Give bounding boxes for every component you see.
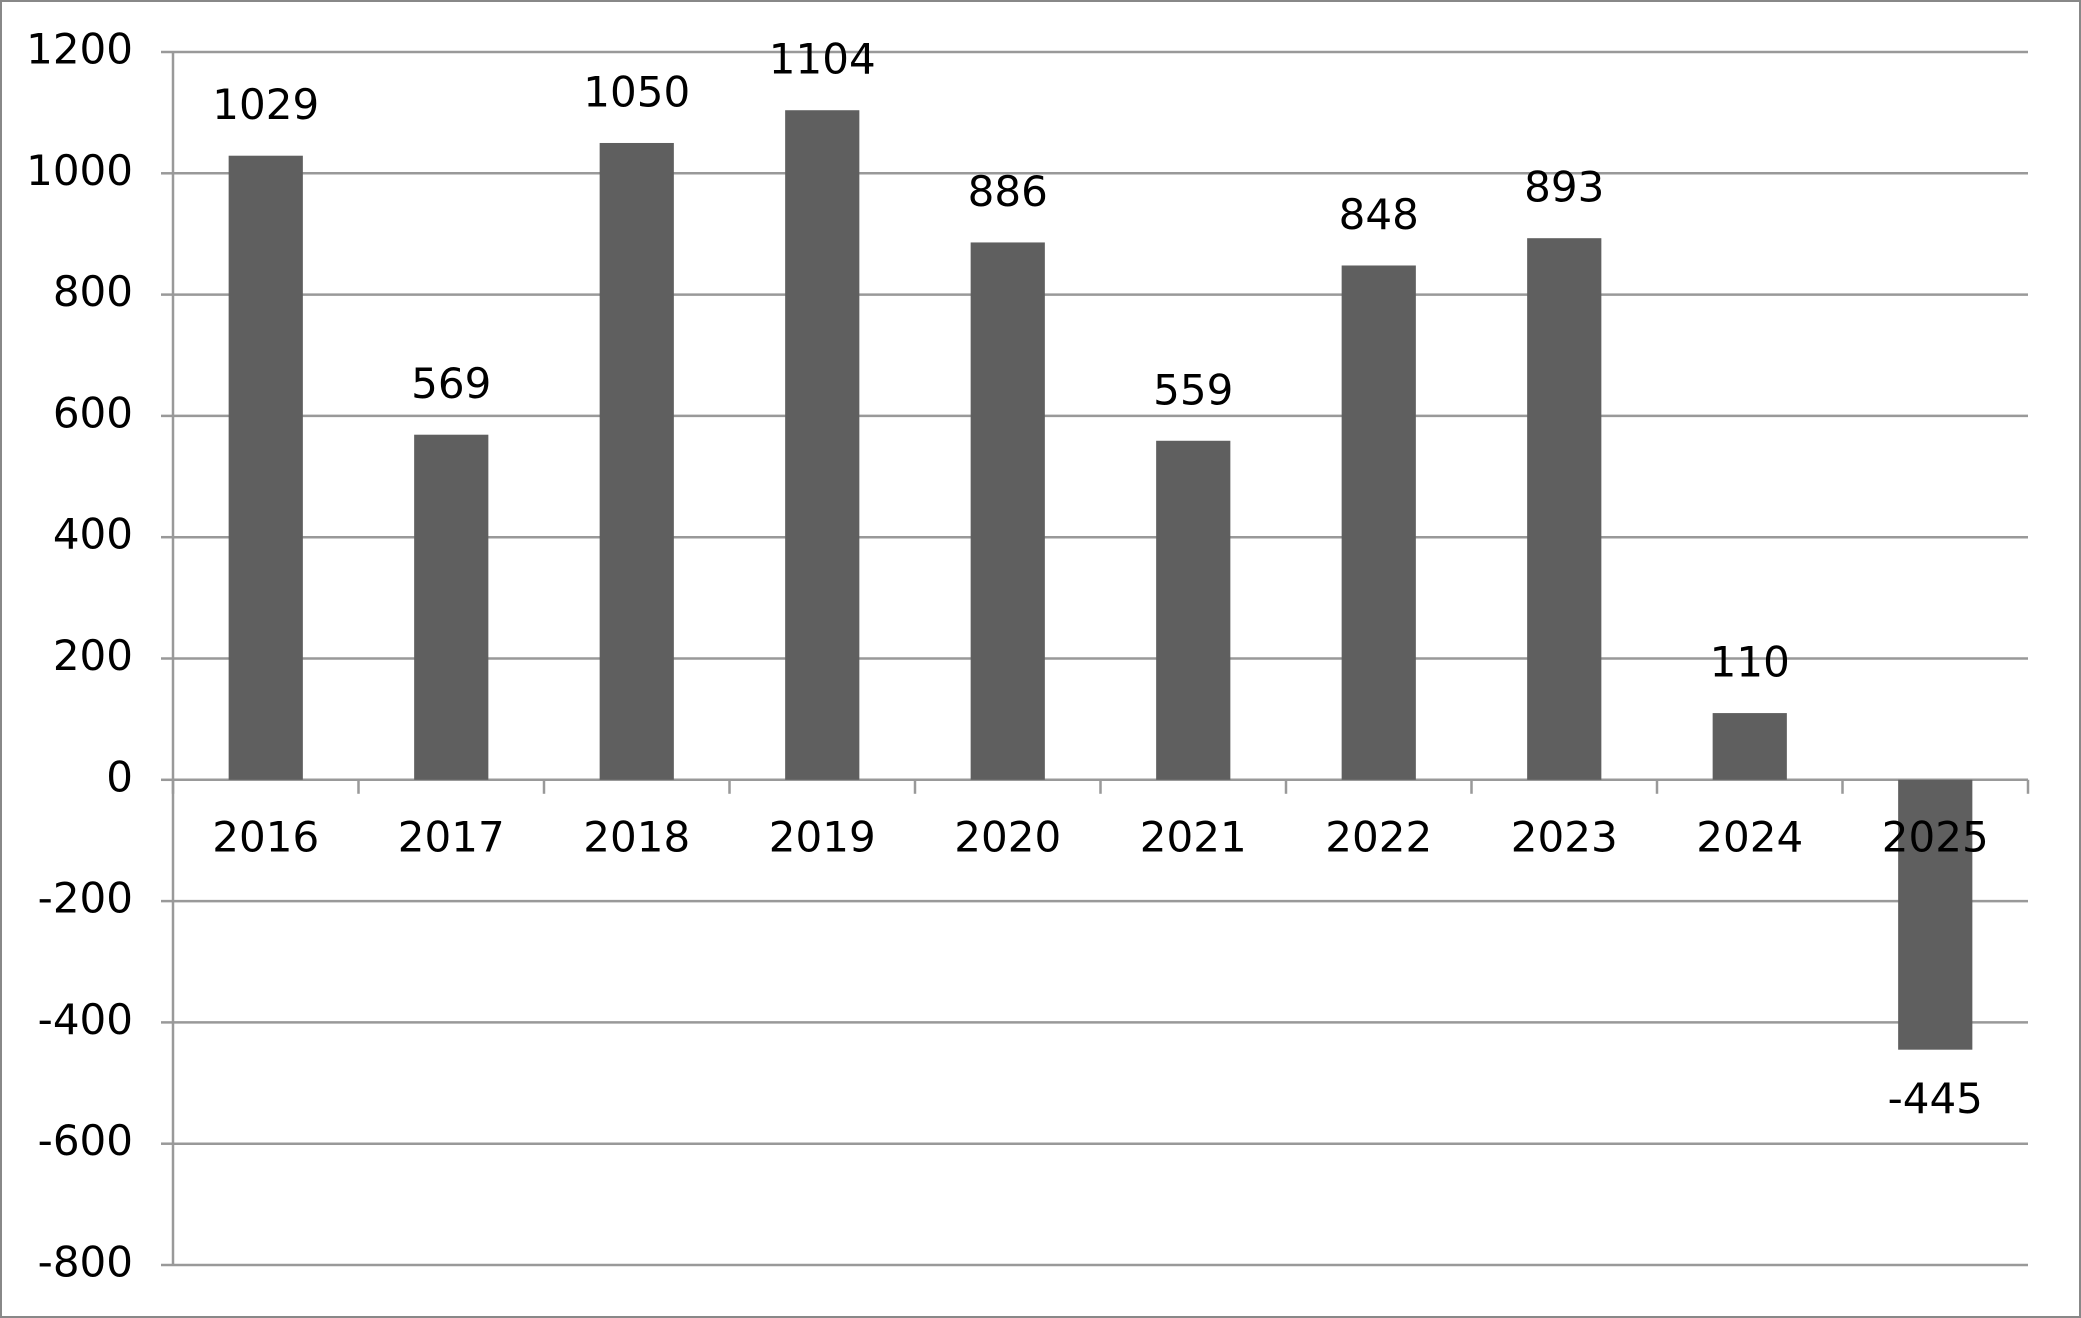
bar <box>414 434 489 780</box>
bar <box>1898 779 1973 1050</box>
bar <box>785 110 860 780</box>
y-tick-label: 1200 <box>26 25 133 74</box>
y-tick-label: -400 <box>38 995 133 1044</box>
value-label: 893 <box>1524 163 1604 212</box>
value-label: 1104 <box>769 35 876 84</box>
x-tick-label: 2023 <box>1511 812 1618 861</box>
bar <box>1156 440 1231 780</box>
y-tick-label: 200 <box>53 631 133 680</box>
bar <box>1527 238 1602 780</box>
y-tick-label: 400 <box>53 510 133 559</box>
x-tick-label: 2018 <box>583 812 690 861</box>
bar <box>1712 713 1787 780</box>
value-label: 886 <box>968 167 1048 216</box>
value-label: 559 <box>1153 365 1233 414</box>
value-label: 569 <box>411 359 491 408</box>
y-tick-label: 1000 <box>26 146 133 195</box>
bar <box>970 242 1045 780</box>
y-tick-label: 800 <box>53 267 133 316</box>
x-tick-label: 2016 <box>212 812 319 861</box>
value-label: -445 <box>1888 1074 1983 1123</box>
x-tick-label: 2024 <box>1696 812 1803 861</box>
x-tick-label: 2017 <box>398 812 505 861</box>
value-label: 110 <box>1710 638 1790 687</box>
value-label: 848 <box>1339 190 1419 239</box>
value-label: 1050 <box>583 67 690 116</box>
bar <box>228 155 303 780</box>
y-tick-label: -800 <box>38 1238 133 1287</box>
y-tick-label: 600 <box>53 388 133 437</box>
x-tick-label: 2020 <box>954 812 1061 861</box>
x-tick-label: 2021 <box>1140 812 1247 861</box>
x-tick-label: 2025 <box>1882 812 1989 861</box>
x-tick-label: 2019 <box>769 812 876 861</box>
y-tick-label: -600 <box>38 1116 133 1165</box>
value-label: 1029 <box>212 80 319 129</box>
y-tick-label: 0 <box>106 752 133 801</box>
bar <box>599 142 674 780</box>
x-tick-label: 2022 <box>1325 812 1432 861</box>
bar <box>1341 265 1416 780</box>
y-tick-label: -200 <box>38 874 133 923</box>
